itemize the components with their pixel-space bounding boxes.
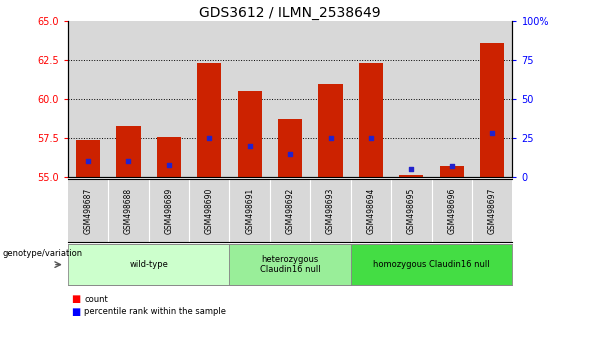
Point: [366, 135, 376, 141]
Bar: [197, 63, 221, 177]
Bar: [76, 139, 100, 177]
Point: [406, 166, 416, 172]
Bar: [310, 21, 350, 177]
Text: GSM498690: GSM498690: [205, 187, 214, 234]
Text: GSM498692: GSM498692: [286, 188, 294, 234]
Text: ■: ■: [71, 294, 80, 304]
Text: GSM498695: GSM498695: [407, 187, 416, 234]
Bar: [359, 63, 383, 177]
Point: [124, 159, 133, 164]
Text: GSM498688: GSM498688: [124, 188, 133, 234]
Point: [326, 135, 335, 141]
Bar: [480, 43, 504, 177]
Point: [245, 143, 254, 149]
Point: [164, 162, 174, 167]
Text: wild-type: wild-type: [129, 260, 168, 269]
Text: GSM498693: GSM498693: [326, 187, 335, 234]
Text: genotype/variation: genotype/variation: [3, 250, 83, 258]
Bar: [108, 21, 148, 177]
Text: GSM498696: GSM498696: [447, 187, 456, 234]
Bar: [432, 21, 472, 177]
Point: [285, 151, 294, 156]
Bar: [350, 21, 391, 177]
Text: homozygous Claudin16 null: homozygous Claudin16 null: [373, 260, 490, 269]
Bar: [472, 21, 512, 177]
Bar: [270, 21, 310, 177]
Title: GDS3612 / ILMN_2538649: GDS3612 / ILMN_2538649: [199, 6, 381, 20]
Text: percentile rank within the sample: percentile rank within the sample: [84, 307, 226, 316]
Text: GSM498697: GSM498697: [488, 187, 497, 234]
Text: GSM498687: GSM498687: [84, 188, 92, 234]
Bar: [278, 119, 302, 177]
Bar: [189, 21, 230, 177]
Bar: [230, 21, 270, 177]
Text: ■: ■: [71, 307, 80, 316]
Bar: [399, 176, 423, 177]
Bar: [319, 84, 343, 177]
Text: GSM498689: GSM498689: [164, 188, 173, 234]
Bar: [148, 21, 189, 177]
Bar: [157, 137, 181, 177]
Bar: [391, 21, 432, 177]
Text: count: count: [84, 295, 108, 304]
Point: [83, 159, 92, 164]
Point: [447, 163, 456, 169]
Point: [488, 131, 497, 136]
Bar: [237, 91, 262, 177]
Bar: [68, 21, 108, 177]
Text: heterozygous
Claudin16 null: heterozygous Claudin16 null: [260, 255, 320, 274]
Bar: [439, 166, 464, 177]
Point: [204, 135, 214, 141]
Text: GSM498694: GSM498694: [366, 187, 375, 234]
Text: GSM498691: GSM498691: [245, 188, 254, 234]
Bar: [116, 126, 141, 177]
